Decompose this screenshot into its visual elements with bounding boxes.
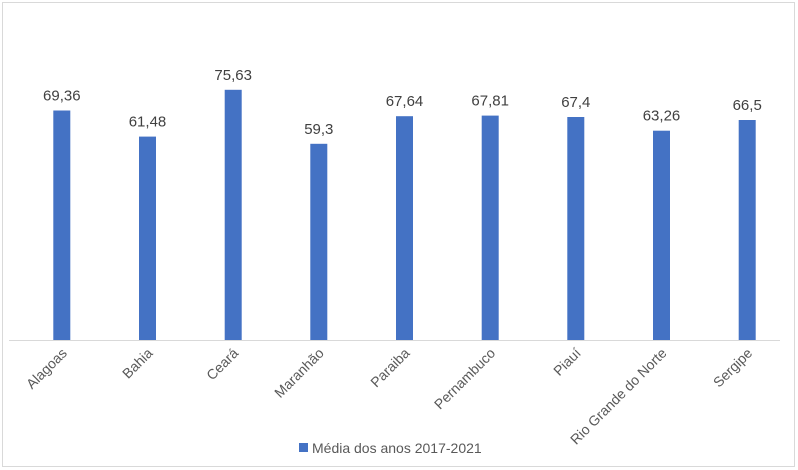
bar-paraiba — [396, 116, 413, 340]
bar-rio-grande-do-norte — [653, 130, 670, 340]
value-labels-group: 69,36 61,48 75,63 59,3 67,64 67,81 67,4 63,26 66… — [43, 67, 762, 138]
value-label: 59,3 — [304, 121, 333, 138]
legend: Média dos anos 2017-2021 — [299, 440, 482, 456]
bar-piauí — [567, 117, 585, 340]
x-tick-label: Pernambuco — [431, 345, 499, 413]
x-tick-label: Paraiba — [367, 345, 413, 391]
x-tick-label: Rio Grande do Norte — [567, 345, 670, 448]
value-label: 67,4 — [561, 94, 590, 111]
legend-swatch — [299, 443, 308, 452]
bar-ceará — [224, 89, 242, 340]
value-label: 67,64 — [386, 93, 424, 110]
bar-pernambuco — [481, 115, 499, 340]
bar-alagoas — [53, 110, 71, 340]
value-label: 75,63 — [214, 67, 252, 84]
value-label: 61,48 — [129, 114, 167, 131]
x-tick-label: Maranhão — [271, 345, 327, 401]
bar-bahia — [139, 136, 156, 340]
bars-group — [53, 89, 756, 340]
x-tick-label: Bahia — [119, 345, 156, 382]
x-tick-label: Sergipe — [710, 345, 756, 391]
x-tick-label: Ceará — [203, 345, 241, 383]
value-label: 67,81 — [471, 93, 509, 110]
value-label: 69,36 — [43, 88, 81, 105]
legend-label: Média dos anos 2017-2021 — [312, 440, 482, 456]
x-tick-label: Alagoas — [23, 345, 70, 392]
value-label: 66,5 — [733, 97, 762, 114]
value-label: 63,26 — [643, 108, 681, 125]
bar-sergipe — [738, 120, 756, 340]
bar-maranhão — [310, 143, 328, 340]
x-tick-labels-group: Alagoas Bahia Ceará Maranhão Paraiba Pernambu… — [23, 345, 756, 448]
x-tick-label: Piauí — [550, 345, 584, 379]
